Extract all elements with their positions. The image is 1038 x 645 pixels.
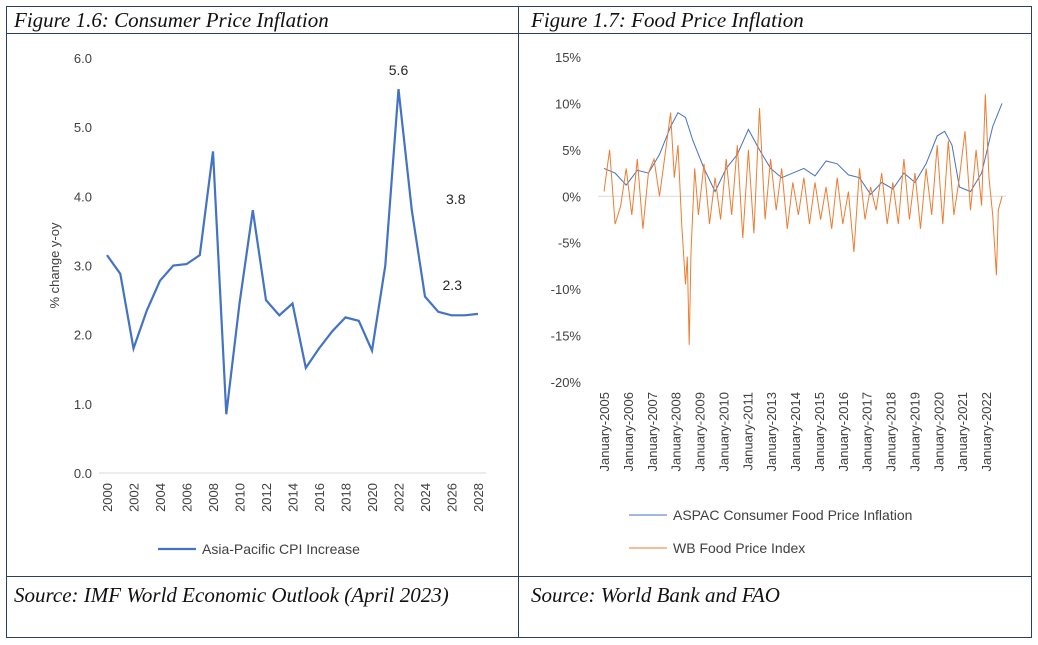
legend-label-aspac-food: ASPAC Consumer Food Price Inflation [673, 507, 912, 523]
right-source-note: Source: World Bank and FAO [531, 583, 780, 607]
y-tick-label: 5.0 [74, 120, 92, 135]
source-row-divider [6, 576, 1032, 577]
x-tick-label: 2028 [471, 483, 486, 512]
y-tick-label: 6.0 [74, 51, 92, 66]
x-tick-label: 2018 [339, 483, 354, 512]
food-price-inflation-chart: 15%10%5%0%-5%-10%-15%-20% January-2005 Ja… [551, 50, 1006, 556]
series-line-asia-pacific-cpi [106, 88, 479, 415]
y-tick-label: -10% [551, 282, 582, 297]
cpi-inflation-chart: 0.01.02.03.04.05.06.0 2000 2002 2004 2006 20… [47, 51, 486, 557]
x-tick-label: 2004 [153, 483, 168, 512]
y-tick-label: 0.0 [74, 466, 92, 481]
series-line-wb-food [603, 94, 1003, 345]
series-line-aspac-food [603, 103, 1003, 196]
x-tick-label: 2008 [206, 483, 221, 512]
figure-table: Figure 1.6: Consumer Price Inflation Fig… [6, 6, 1032, 638]
column-divider [518, 6, 519, 638]
x-tick-label: 2002 [127, 483, 142, 512]
x-tick-label: January-2018 [884, 392, 899, 472]
x-tick-label: January-2016 [836, 392, 851, 472]
x-tick-label: 2016 [312, 483, 327, 512]
x-tick-label: January-2019 [907, 392, 922, 472]
caption-row-divider [6, 33, 1032, 34]
x-tick-label: 2014 [286, 483, 301, 512]
cpi-legend: Asia-Pacific CPI Increase [158, 541, 360, 557]
x-tick-label: January-2017 [860, 392, 875, 472]
x-tick-label: January-2014 [788, 392, 803, 472]
x-tick-label: January-2010 [716, 392, 731, 472]
cpi-x-axis-ticks: 2000 2002 2004 2006 2008 2010 2012 2014 2016 2018… [100, 483, 486, 512]
figure-1-6-caption: Figure 1.6: Consumer Price Inflation [14, 8, 329, 32]
x-tick-label: January-2006 [621, 392, 636, 472]
table-border [6, 6, 1032, 638]
x-tick-label: January-2008 [669, 392, 684, 472]
y-tick-label: 1.0 [74, 397, 92, 412]
x-tick-label: 2012 [259, 483, 274, 512]
y-tick-label: -15% [551, 329, 582, 344]
food-x-axis-ticks: January-2005 January-2006 January-2007 Janu… [597, 392, 994, 472]
x-tick-label: January-2020 [931, 392, 946, 472]
x-tick-label: January-2022 [979, 392, 994, 472]
y-tick-label: 5% [562, 143, 581, 158]
left-source-note: Source: IMF World Economic Outlook (Apri… [14, 583, 449, 607]
food-y-axis-ticks: 15% 10% 5% 0% -5% -10% -15% -20% [551, 50, 582, 390]
figure-1-7-caption: Figure 1.7: Food Price Inflation [531, 8, 804, 32]
y-tick-label: 4.0 [74, 189, 92, 204]
data-label: 5.6 [389, 62, 409, 78]
cpi-data-labels: 5.6 3.8 2.3 [389, 62, 466, 293]
data-label: 2.3 [443, 277, 463, 293]
y-tick-label: -20% [551, 375, 582, 390]
food-legend: ASPAC Consumer Food Price Inflation WB F… [629, 507, 912, 556]
y-tick-label: 3.0 [74, 259, 92, 274]
y-tick-label: 10% [555, 96, 581, 111]
x-tick-label: January-2005 [597, 392, 612, 472]
data-label: 3.8 [446, 191, 466, 207]
y-tick-label: -5% [558, 236, 582, 251]
x-tick-label: 2026 [445, 483, 460, 512]
x-tick-label: January-2013 [764, 392, 779, 472]
x-tick-label: 2024 [418, 483, 433, 512]
y-tick-label: 0% [562, 189, 581, 204]
x-tick-label: 2000 [100, 483, 115, 512]
x-tick-label: January-2009 [693, 392, 708, 472]
x-tick-label: 2006 [180, 483, 195, 512]
x-tick-label: 2022 [392, 483, 407, 512]
x-tick-label: January-2007 [645, 392, 660, 472]
x-tick-label: 2020 [365, 483, 380, 512]
y-tick-label: 15% [555, 50, 581, 65]
x-tick-label: January-2015 [812, 392, 827, 472]
x-tick-label: January-2011 [740, 392, 755, 471]
x-tick-label: 2010 [233, 483, 248, 512]
cpi-y-axis-title: % change y-oy [47, 222, 62, 308]
legend-label-asia-pacific-cpi: Asia-Pacific CPI Increase [202, 541, 360, 557]
cpi-y-axis-ticks: 0.0 1.0 2.0 3.0 4.0 5.0 6.0 [74, 51, 92, 481]
y-tick-label: 2.0 [74, 328, 92, 343]
legend-label-wb-food: WB Food Price Index [673, 540, 805, 556]
x-tick-label: January-2021 [955, 392, 970, 472]
